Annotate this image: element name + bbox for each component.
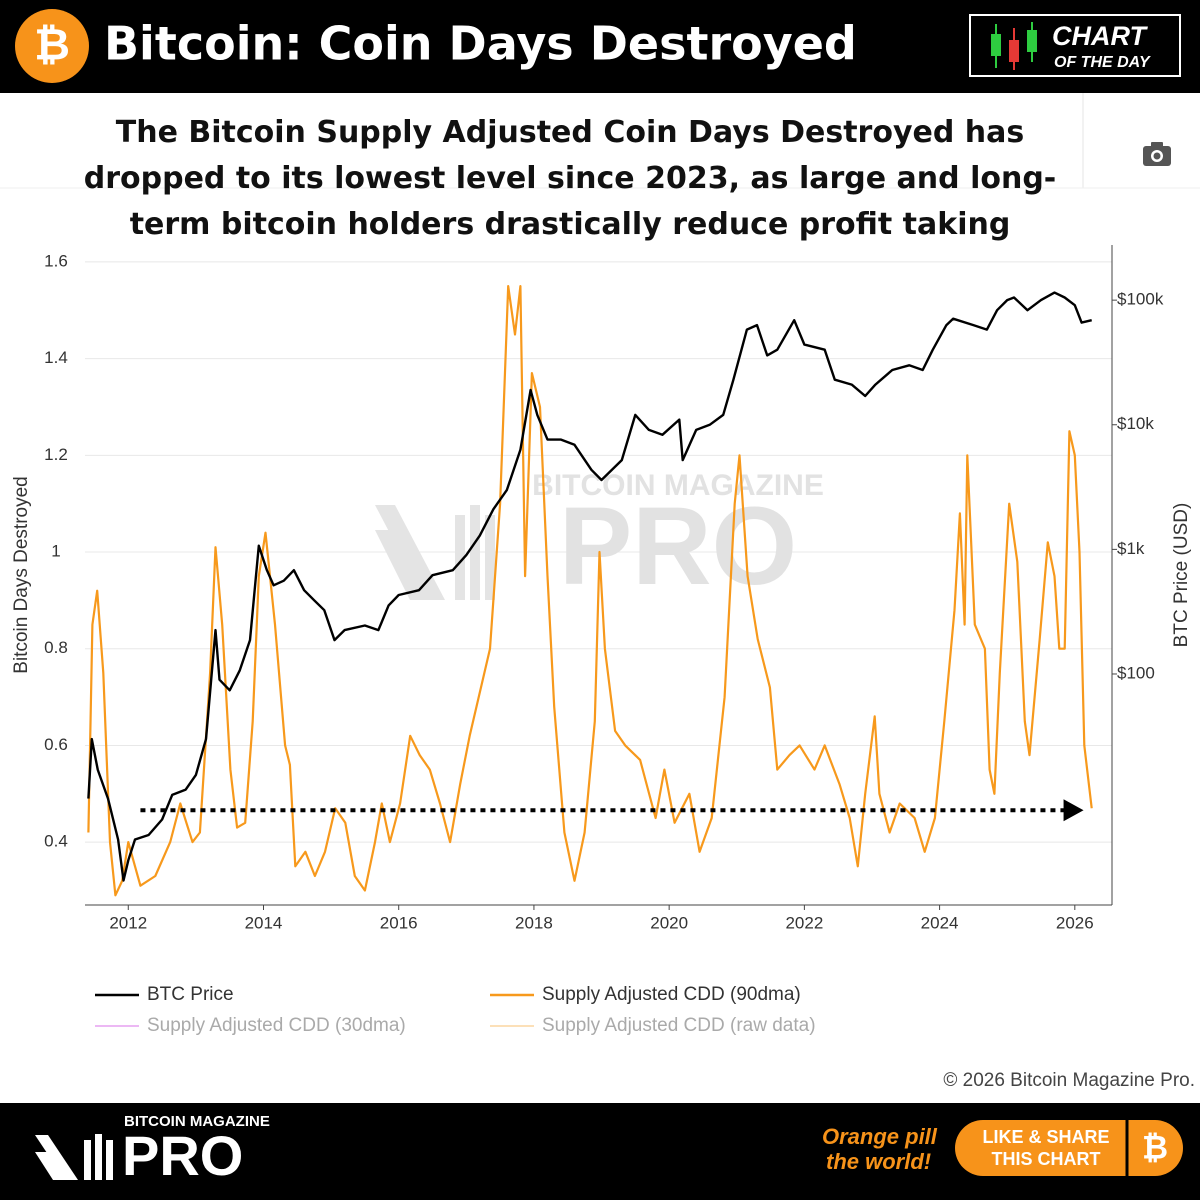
y2-tick-label: $1k bbox=[1117, 539, 1145, 558]
badge-line1: CHART bbox=[1052, 21, 1149, 51]
footer-brand-big: PRO bbox=[122, 1124, 243, 1187]
legend-label: Supply Adjusted CDD (raw data) bbox=[542, 1015, 816, 1036]
x-tick-label: 2014 bbox=[245, 913, 283, 932]
series-layer bbox=[87, 285, 1093, 897]
y-tick-label: 1 bbox=[51, 542, 60, 561]
line-series bbox=[87, 291, 1092, 882]
plot-area bbox=[85, 261, 1112, 843]
bitcoin-logo bbox=[15, 9, 89, 83]
x-tick-label: 2026 bbox=[1056, 913, 1094, 932]
bitcoin-logo-symbol: ₿ bbox=[34, 21, 70, 70]
line-series bbox=[87, 285, 1093, 897]
watermark: BITCOIN MAGAZINE PRO bbox=[375, 469, 824, 608]
watermark-icon bbox=[375, 505, 495, 600]
x-tick-label: 2024 bbox=[921, 913, 959, 932]
annotation-arrowhead bbox=[1063, 799, 1084, 822]
copyright: © 2026 Bitcoin Magazine Pro. bbox=[943, 1070, 1195, 1091]
watermark-line1: BITCOIN MAGAZINE bbox=[532, 469, 824, 502]
chart-title: The Bitcoin Supply Adjusted Coin Days De… bbox=[83, 115, 1057, 242]
badge-line2: OF THE DAY bbox=[1054, 54, 1151, 71]
y-tick-label: 1.2 bbox=[44, 445, 68, 464]
y-tick-label: 0.6 bbox=[44, 735, 68, 754]
y-tick-label: 0.8 bbox=[44, 638, 68, 657]
watermark-line2: PRO bbox=[559, 485, 797, 608]
slogan-line1: Orange pill bbox=[822, 1124, 938, 1149]
x-tick-label: 2022 bbox=[785, 913, 823, 932]
header-title: Bitcoin: Coin Days Destroyed bbox=[104, 17, 857, 71]
y-axis-label: Bitcoin Days Destroyed bbox=[11, 476, 32, 673]
button-line2: THIS CHART bbox=[992, 1149, 1101, 1169]
badge bbox=[969, 14, 1181, 77]
footer-logo-icon bbox=[35, 1134, 113, 1180]
x-tick-label: 2016 bbox=[380, 913, 418, 932]
legend-label: Supply Adjusted CDD (30dma) bbox=[147, 1015, 406, 1036]
footer-brand-small: BITCOIN MAGAZINE bbox=[124, 1113, 270, 1130]
y-tick-label: 1.4 bbox=[44, 348, 68, 367]
y2-tick-label: $100k bbox=[1117, 290, 1164, 309]
y2-tick-label: $10k bbox=[1117, 414, 1154, 433]
y-tick-label: 1.6 bbox=[44, 251, 68, 270]
y-tick-label: 0.4 bbox=[44, 832, 68, 851]
camera-icon[interactable] bbox=[1143, 142, 1171, 166]
legend-label: BTC Price bbox=[147, 984, 234, 1005]
x-tick-label: 2020 bbox=[650, 913, 688, 932]
slogan-line2: the world! bbox=[826, 1149, 931, 1174]
y2-axis-label: BTC Price (USD) bbox=[1171, 503, 1192, 648]
button-line1: LIKE & SHARE bbox=[982, 1127, 1109, 1147]
button-icon: ₿ bbox=[1142, 1129, 1168, 1165]
candle-icon bbox=[991, 22, 1037, 70]
legend-label: Supply Adjusted CDD (90dma) bbox=[542, 984, 801, 1005]
y2-tick-label: $100 bbox=[1117, 663, 1155, 682]
x-tick-label: 2018 bbox=[515, 913, 553, 932]
x-tick-label: 2012 bbox=[109, 913, 147, 932]
